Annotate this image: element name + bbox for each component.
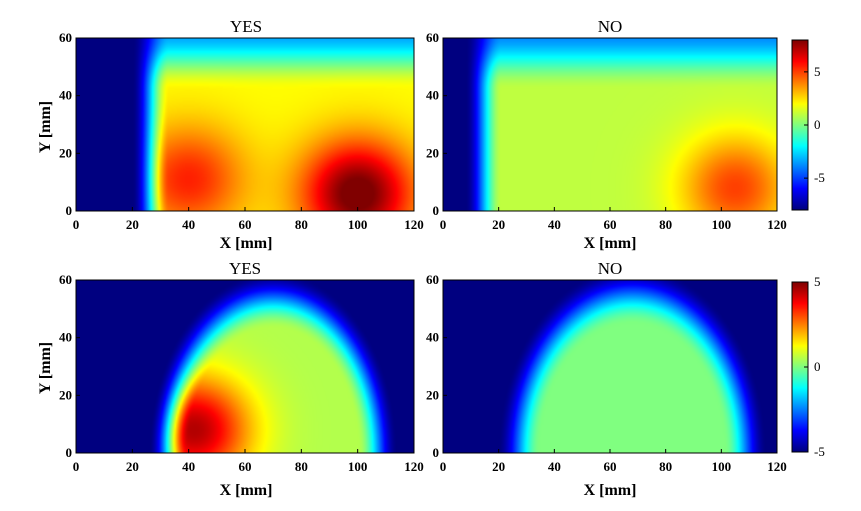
x-tick-label: 80 <box>659 459 672 474</box>
x-tick-label: 20 <box>492 217 505 232</box>
x-tick-label: 100 <box>348 459 368 474</box>
heatmap-panel-yes-bottom: YES 0 20 40 60 80 100 120 0 20 40 60 X [mm] Y [mm] <box>37 259 424 499</box>
colorbar-tick-label: -5 <box>814 444 825 459</box>
heatmap-image <box>443 280 777 453</box>
x-tick-label: 20 <box>126 217 139 232</box>
x-tick-label: 0 <box>440 459 447 474</box>
x-tick-label: 20 <box>492 459 505 474</box>
y-tick-label: 20 <box>59 145 72 160</box>
y-tick-label: 0 <box>66 445 73 460</box>
y-tick-label: 20 <box>426 387 439 402</box>
x-tick-label: 40 <box>548 459 561 474</box>
axes: 0 20 40 60 80 100 120 0 20 40 60 <box>426 272 787 474</box>
y-tick-label: 60 <box>59 272 72 287</box>
colorbar-gradient <box>792 282 808 452</box>
y-tick-label: 20 <box>59 387 72 402</box>
colorbar-tick-label: 5 <box>814 274 821 289</box>
y-tick-label: 60 <box>426 272 439 287</box>
y-tick-label: 20 <box>426 145 439 160</box>
axes: 0 20 40 60 80 100 120 0 20 40 60 <box>59 30 424 232</box>
x-tick-label: 80 <box>659 217 672 232</box>
axes: 0 20 40 60 80 100 120 0 20 40 60 <box>59 272 424 474</box>
x-tick-label: 120 <box>767 217 787 232</box>
x-tick-label: 80 <box>295 217 308 232</box>
x-tick-label: 40 <box>548 217 561 232</box>
y-tick-label: 40 <box>59 88 72 103</box>
x-tick-label: 40 <box>182 459 195 474</box>
colorbar-ticks: 5 0 -5 <box>804 274 825 459</box>
x-tick-label: 60 <box>239 217 252 232</box>
x-tick-label: 0 <box>440 217 447 232</box>
x-tick-label: 80 <box>295 459 308 474</box>
heatmap-image <box>76 280 414 453</box>
y-tick-label: 60 <box>426 30 439 45</box>
x-tick-label: 100 <box>712 217 732 232</box>
panel-title: NO <box>598 17 623 36</box>
colorbar-top: 5 0 -5 <box>791 39 825 211</box>
y-tick-label: 60 <box>59 30 72 45</box>
colorbar-bottom: 5 0 -5 <box>791 274 825 459</box>
x-tick-label: 60 <box>604 217 617 232</box>
colorbar-tick-label: 0 <box>814 359 821 374</box>
y-tick-label: 40 <box>59 330 72 345</box>
colorbar-gradient <box>792 40 808 210</box>
axes: 0 20 40 60 80 100 120 0 20 40 60 <box>426 30 787 232</box>
colorbar-tick-label: 0 <box>814 117 821 132</box>
y-axis-label: Y [mm] <box>37 342 54 394</box>
y-tick-label: 40 <box>426 88 439 103</box>
x-axis-label: X [mm] <box>220 235 273 252</box>
heatmap-panel-yes-top: YES 0 20 40 60 80 100 120 0 20 40 60 X [mm] Y [mm] <box>37 17 424 252</box>
x-tick-label: 120 <box>404 459 424 474</box>
heatmap-panel-no-bottom: NO 0 20 40 60 80 100 120 0 20 40 60 X [mm] 5 0 -5 <box>426 259 825 499</box>
y-tick-label: 0 <box>66 203 73 218</box>
heatmap-image <box>76 38 414 211</box>
x-tick-label: 120 <box>404 217 424 232</box>
x-tick-label: 40 <box>182 217 195 232</box>
heatmap-image <box>443 38 777 211</box>
y-tick-label: 0 <box>433 203 440 218</box>
x-axis-label: X [mm] <box>584 482 637 499</box>
x-tick-label: 100 <box>348 217 368 232</box>
y-tick-label: 40 <box>426 330 439 345</box>
panel-title: YES <box>230 17 262 36</box>
x-tick-label: 120 <box>767 459 787 474</box>
x-tick-label: 0 <box>73 459 80 474</box>
heatmap-panel-no-top: NO 0 20 40 60 80 100 120 0 20 40 60 X [mm] 5 0 -5 <box>426 17 825 252</box>
panel-title: YES <box>229 259 261 278</box>
colorbar-tick-label: 5 <box>814 64 821 79</box>
y-axis-label: Y [mm] <box>37 101 54 153</box>
colorbar-tick-label: -5 <box>814 170 825 185</box>
x-axis-label: X [mm] <box>220 482 273 499</box>
x-tick-label: 20 <box>126 459 139 474</box>
x-axis-label: X [mm] <box>584 235 637 252</box>
x-tick-label: 100 <box>712 459 732 474</box>
x-tick-label: 60 <box>239 459 252 474</box>
x-tick-label: 0 <box>73 217 80 232</box>
colorbar-ticks: 5 0 -5 <box>804 64 825 185</box>
y-tick-label: 0 <box>433 445 440 460</box>
x-tick-label: 60 <box>604 459 617 474</box>
panel-title: NO <box>598 259 623 278</box>
